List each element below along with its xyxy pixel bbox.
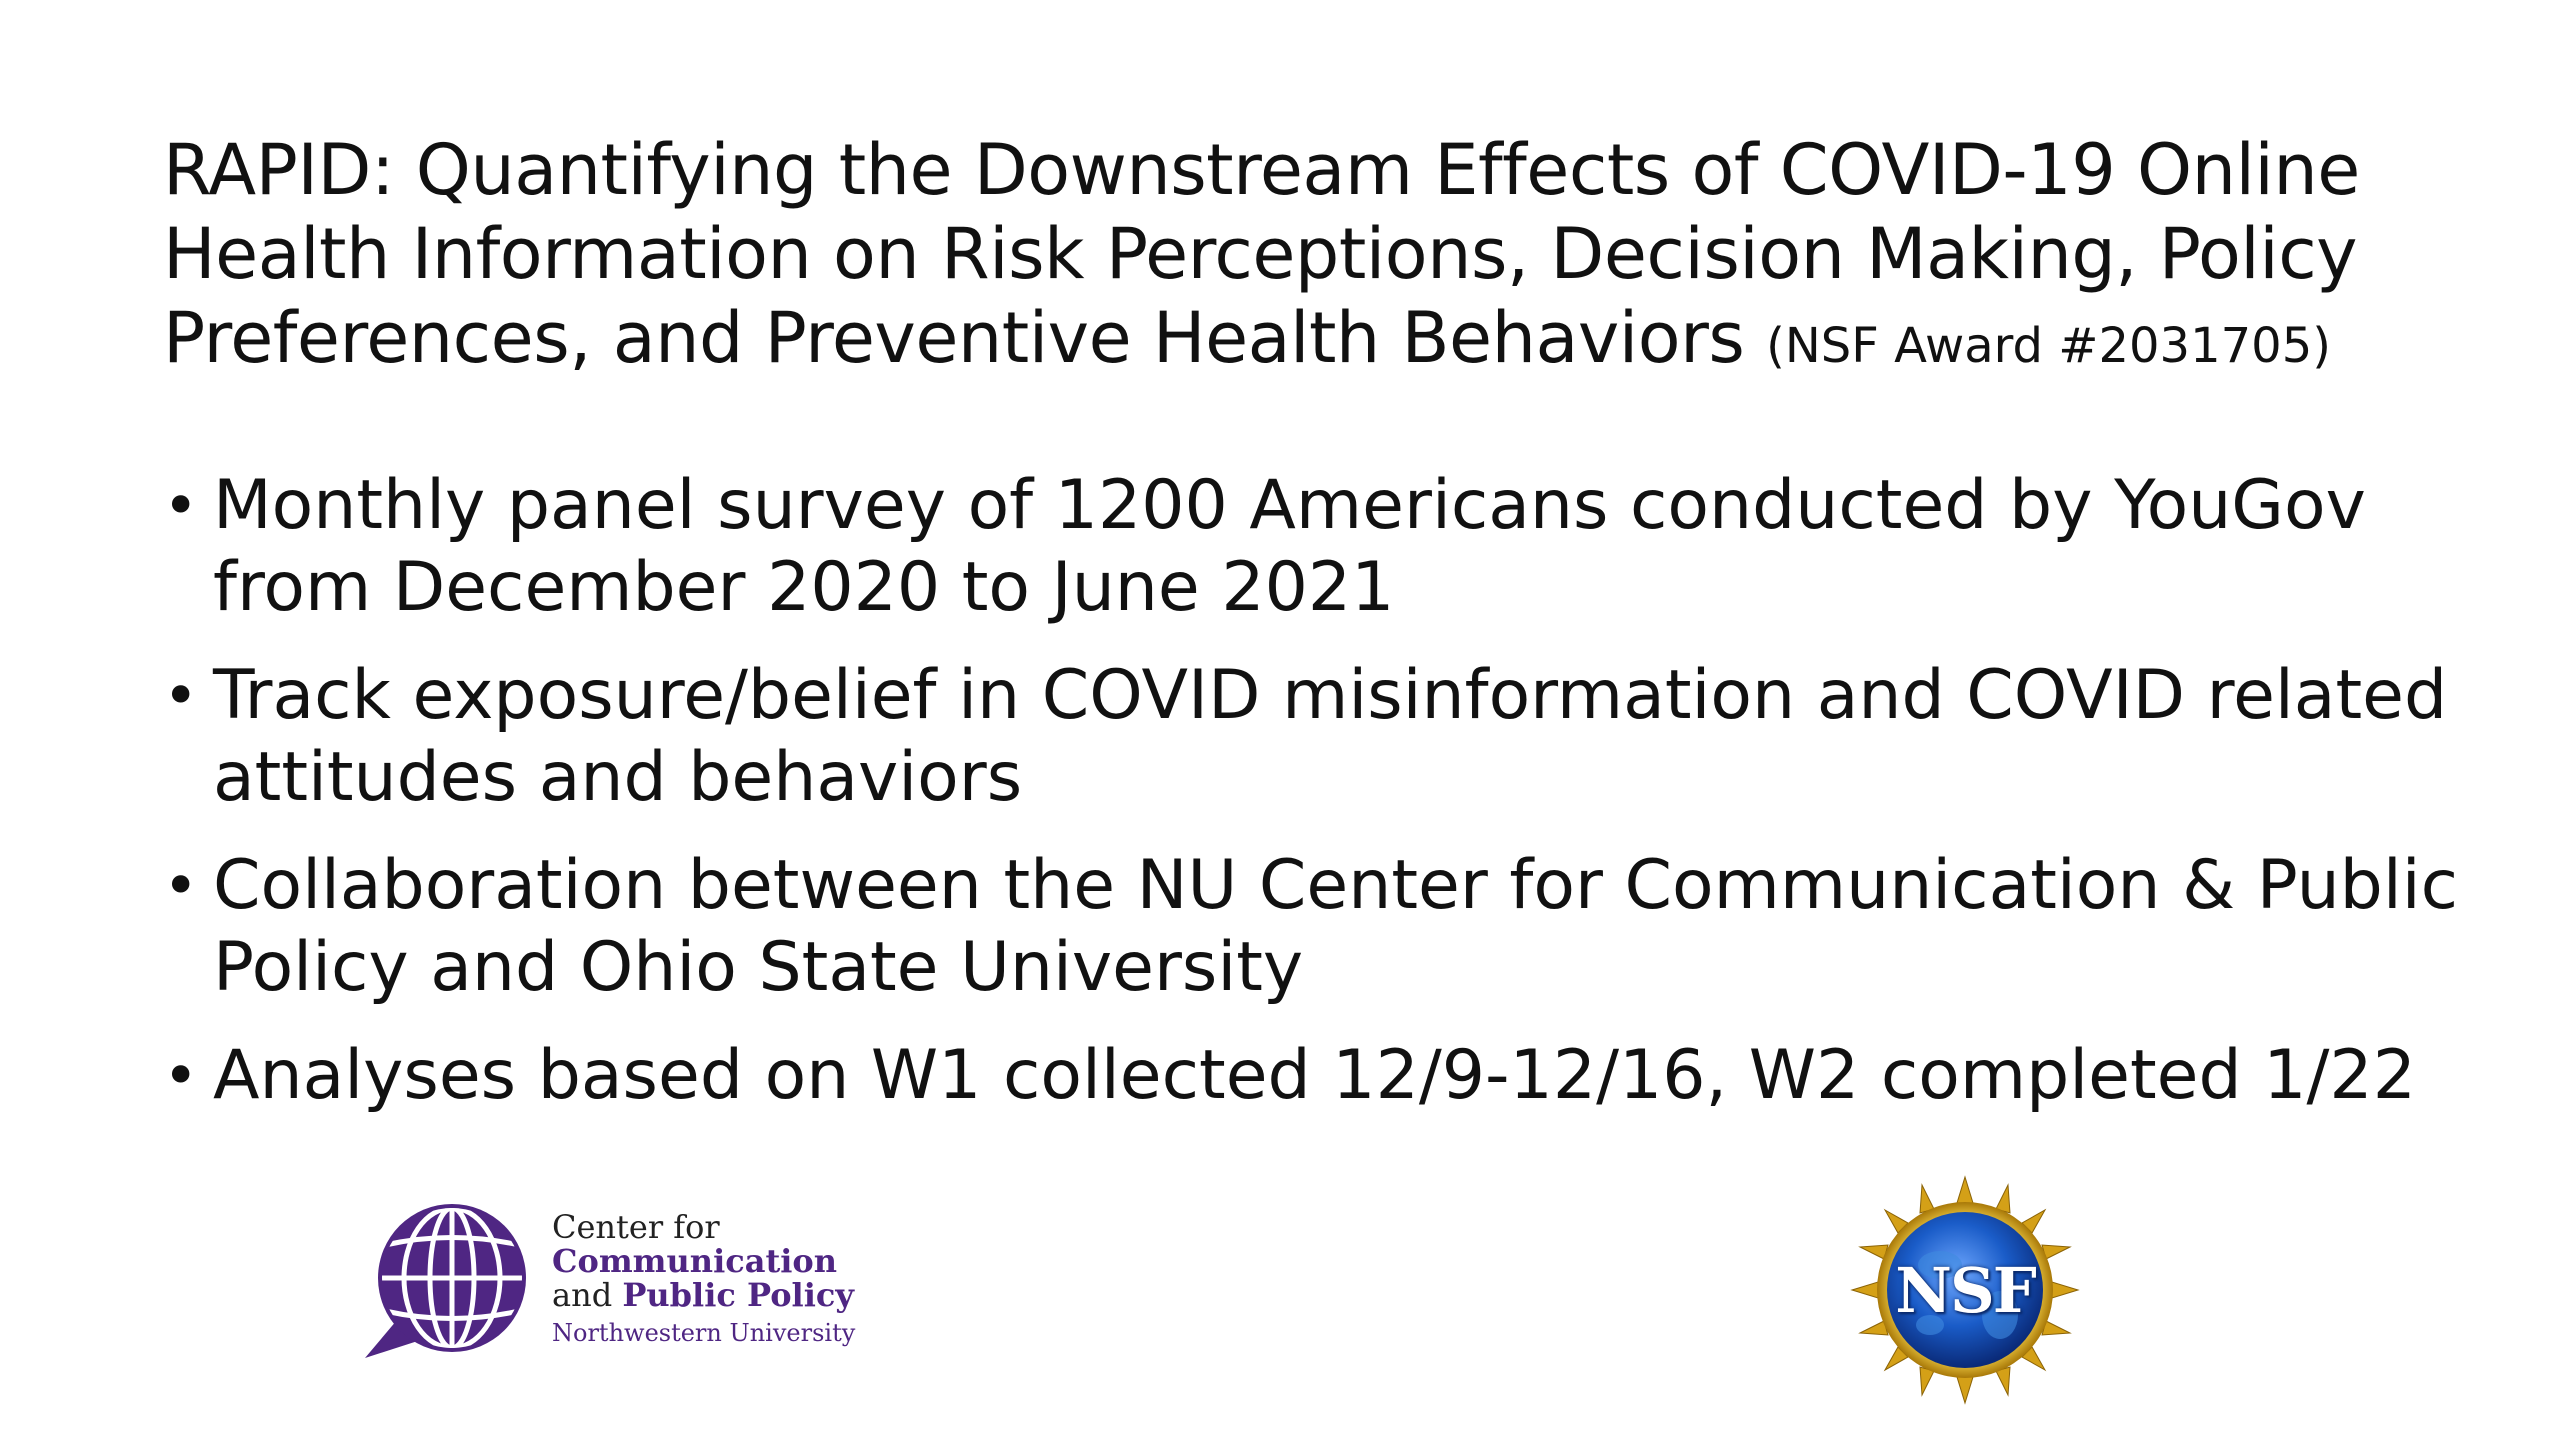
bullet-text: Analyses based on W1 collected 12/9-12/1…	[213, 1036, 2416, 1115]
ccpp-line-4: Northwestern University	[552, 1319, 856, 1347]
bullet-dot: •	[163, 1041, 199, 1111]
nsf-globe-icon	[1850, 1175, 2080, 1405]
bullet-dot: •	[163, 661, 199, 731]
ccpp-line-2: Communication	[552, 1242, 837, 1280]
ccpp-logo: Center for Communication and Public Poli…	[357, 1200, 857, 1370]
bullet-text: Monthly panel survey of 1200 Americans c…	[213, 466, 2366, 627]
bullet-item: • Analyses based on W1 collected 12/9-12…	[163, 1035, 2463, 1117]
ccpp-wordmark: Center for Communication and Public Poli…	[552, 1210, 855, 1350]
bullet-item: • Collaboration between the NU Center fo…	[163, 845, 2463, 1009]
bullet-dot: •	[163, 851, 199, 921]
bullet-dot: •	[163, 471, 199, 541]
slide-title: RAPID: Quantifying the Downstream Effect…	[163, 128, 2463, 388]
bullet-text: Collaboration between the NU Center for …	[213, 846, 2458, 1007]
title-main: RAPID: Quantifying the Downstream Effect…	[163, 129, 2360, 379]
bullet-list: • Monthly panel survey of 1200 Americans…	[163, 465, 2463, 1143]
globe-speech-bubble-icon	[365, 1204, 526, 1358]
bullet-item: • Monthly panel survey of 1200 Americans…	[163, 465, 2463, 629]
ccpp-line-3-bold: Public Policy	[622, 1276, 854, 1314]
ccpp-line-1: Center for	[552, 1208, 720, 1246]
bullet-text: Track exposure/belief in COVID misinform…	[213, 656, 2448, 817]
bullet-item: • Track exposure/belief in COVID misinfo…	[163, 655, 2463, 819]
ccpp-line-3: and Public Policy	[552, 1278, 855, 1312]
ccpp-line-3-prefix: and	[552, 1276, 623, 1314]
title-award: (NSF Award #2031705)	[1766, 318, 2331, 374]
nsf-wordmark: NSF	[1895, 1253, 2036, 1327]
nsf-logo: NSF	[1850, 1175, 2080, 1405]
